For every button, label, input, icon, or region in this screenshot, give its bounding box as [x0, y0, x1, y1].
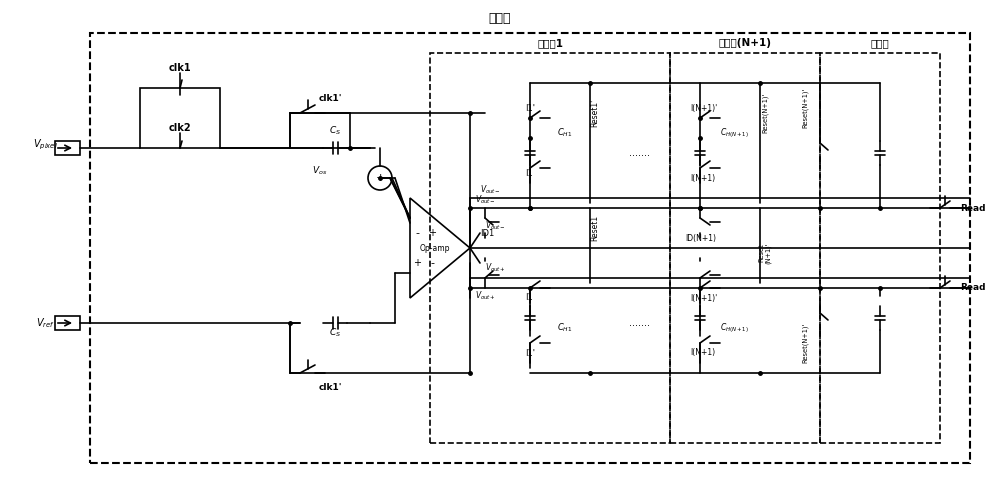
Text: $V_{out-}$: $V_{out-}$: [485, 220, 505, 232]
Text: -: -: [415, 228, 419, 238]
Bar: [430, 53, 670, 443]
Text: 累加器: 累加器: [489, 12, 511, 25]
Text: clk1: clk1: [169, 63, 191, 73]
Text: .......: .......: [630, 318, 650, 328]
Text: $V_{ref}$: $V_{ref}$: [36, 316, 54, 330]
Bar: [140, 88, 220, 148]
Text: I(N+1)': I(N+1)': [690, 103, 717, 113]
Text: +: +: [375, 173, 385, 183]
Text: Reset1: Reset1: [590, 215, 600, 241]
Text: Op-amp: Op-amp: [420, 243, 450, 253]
Text: $V_{out+}$: $V_{out+}$: [475, 290, 496, 302]
Text: $V_{pixel}$: $V_{pixel}$: [33, 138, 57, 152]
Bar: [90, 33, 970, 463]
Text: $V_{out+}$: $V_{out+}$: [485, 262, 505, 274]
Text: clk1': clk1': [318, 384, 342, 393]
Bar: [820, 53, 940, 443]
Text: Reset1': Reset1': [590, 99, 600, 127]
Text: I1': I1': [525, 349, 535, 357]
Text: +: +: [413, 258, 421, 268]
Text: $C_{H1}$: $C_{H1}$: [557, 127, 573, 139]
Text: I1': I1': [525, 103, 535, 113]
Text: I1: I1: [525, 169, 533, 177]
Text: I(N+1): I(N+1): [690, 349, 715, 357]
Text: 积分器1: 积分器1: [537, 38, 563, 48]
Text: Read: Read: [960, 284, 986, 293]
Text: $V_{out-}$: $V_{out-}$: [480, 184, 500, 196]
Text: I(N+1): I(N+1): [690, 173, 715, 183]
Text: ID1: ID1: [480, 228, 494, 238]
Bar: [55, 141, 80, 155]
Text: 积分器(N+1): 积分器(N+1): [718, 38, 772, 48]
Text: $C_S$: $C_S$: [329, 327, 341, 339]
Text: $C_{H(N+1)}$: $C_{H(N+1)}$: [720, 321, 750, 335]
Text: .......: .......: [630, 148, 650, 158]
Text: ID(N+1): ID(N+1): [685, 233, 716, 242]
Text: $V_{os}$: $V_{os}$: [312, 165, 328, 177]
Bar: [670, 53, 820, 443]
Text: Read: Read: [960, 203, 986, 213]
Text: $V_{out-}$: $V_{out-}$: [475, 194, 496, 206]
Bar: [55, 316, 80, 330]
Text: $C_{H1}$: $C_{H1}$: [557, 322, 573, 334]
Text: clk2: clk2: [169, 123, 191, 133]
Text: Reset(N+1)': Reset(N+1)': [762, 93, 768, 133]
Text: 正反馈: 正反馈: [871, 38, 889, 48]
Text: +: +: [428, 228, 436, 238]
Text: -: -: [430, 258, 434, 268]
Text: $C_S$: $C_S$: [329, 125, 341, 137]
Text: I1: I1: [525, 294, 533, 302]
Text: Reset
(N+1)': Reset (N+1)': [758, 242, 772, 264]
Text: I(N+1)': I(N+1)': [690, 294, 717, 302]
Text: Reset(N+1)': Reset(N+1)': [802, 88, 808, 128]
Text: Reset(N+1)': Reset(N+1)': [802, 323, 808, 363]
Text: clk1': clk1': [318, 94, 342, 102]
Text: $C_{H(N+1)}$: $C_{H(N+1)}$: [720, 126, 750, 140]
